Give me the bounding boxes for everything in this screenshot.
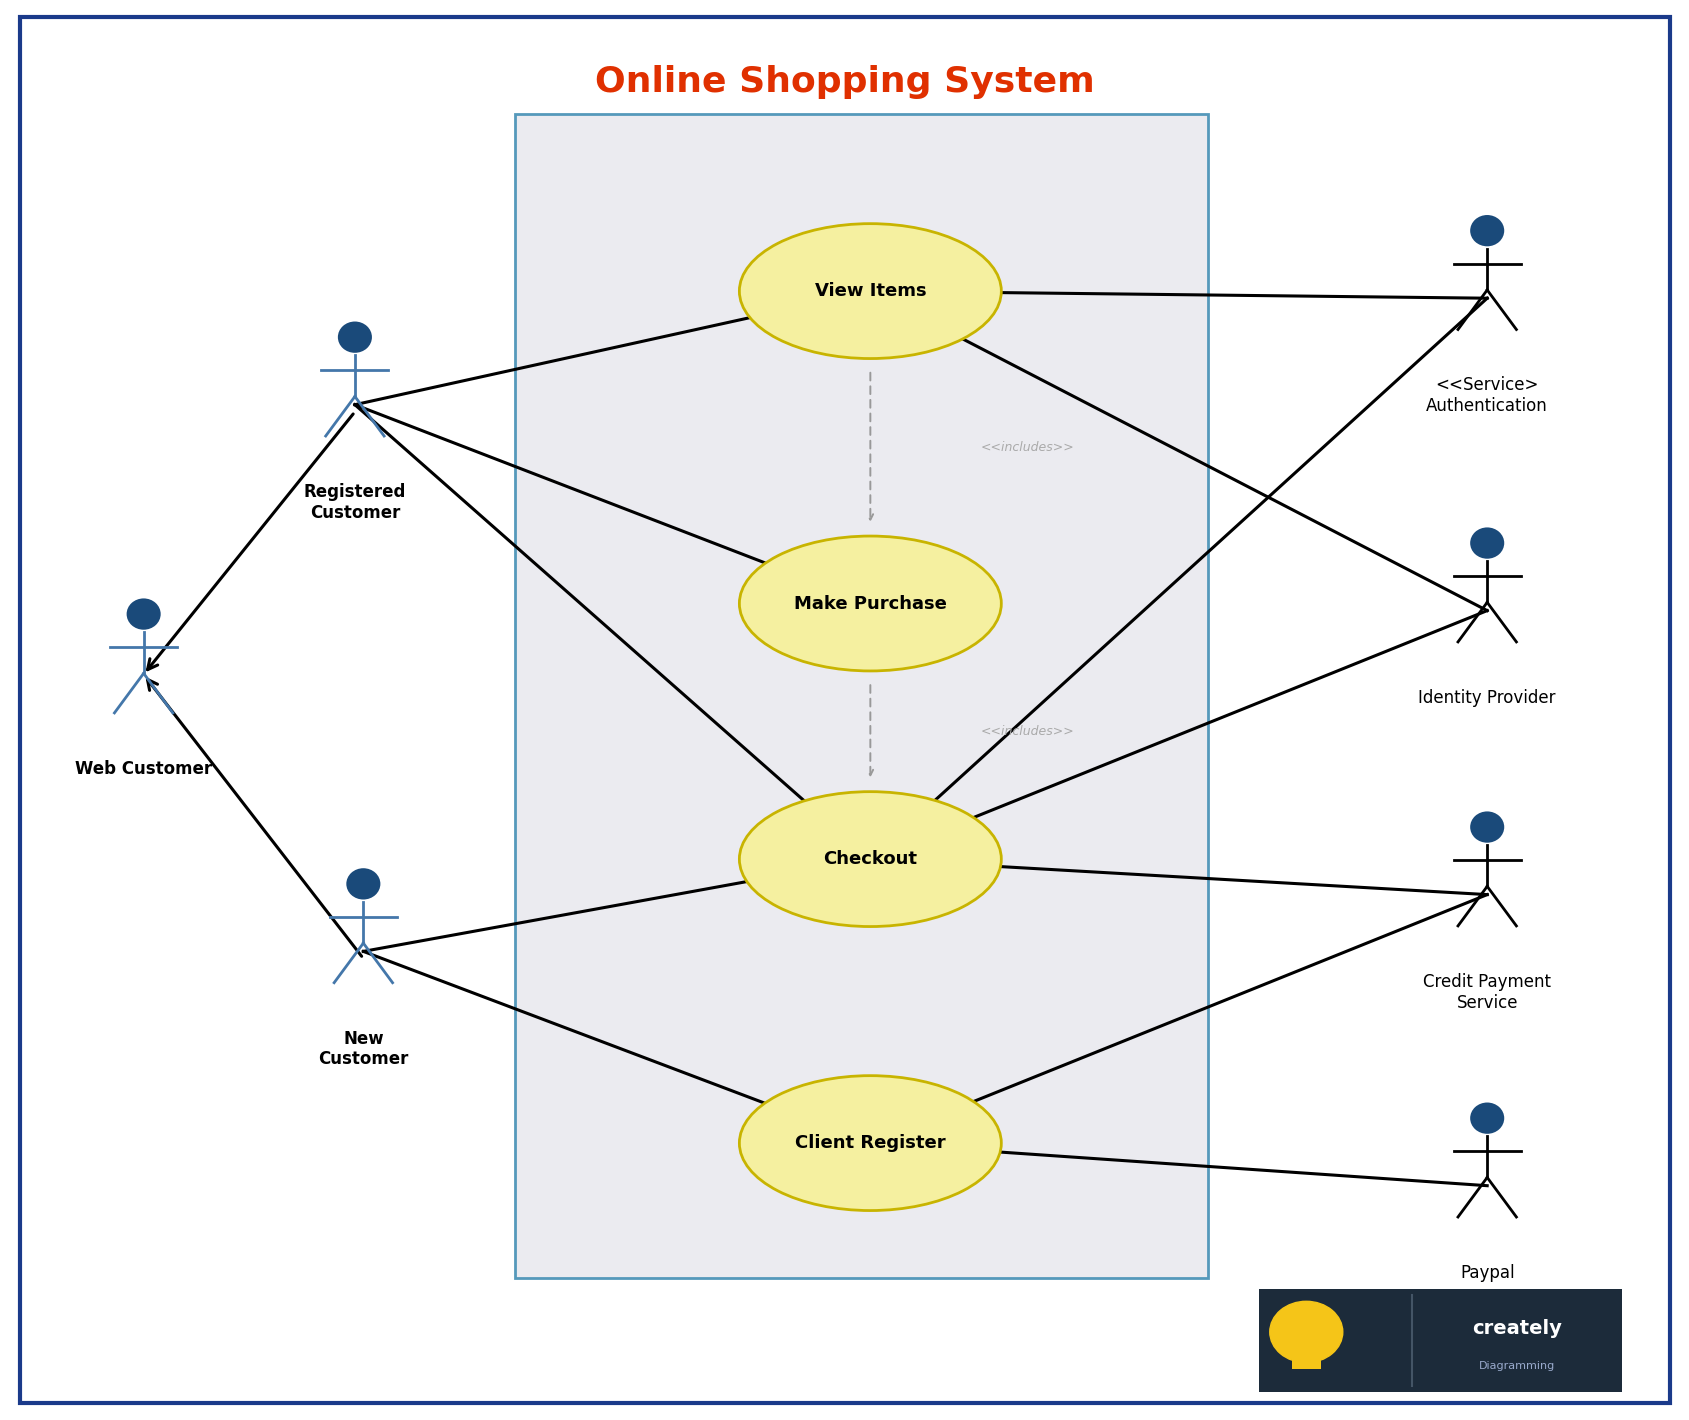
Text: Checkout: Checkout (823, 851, 917, 868)
Text: Identity Provider: Identity Provider (1417, 689, 1556, 707)
Bar (1258, 1289, 1621, 1392)
Ellipse shape (740, 791, 1000, 926)
Text: Registered
Customer: Registered Customer (304, 483, 405, 521)
Text: Paypal: Paypal (1459, 1264, 1513, 1282)
Ellipse shape (740, 223, 1000, 358)
Text: <<Service>
Authentication: <<Service> Authentication (1426, 376, 1547, 415)
Ellipse shape (127, 598, 160, 629)
Ellipse shape (338, 321, 372, 352)
Ellipse shape (740, 1076, 1000, 1210)
Text: Online Shopping System: Online Shopping System (595, 65, 1094, 99)
Ellipse shape (740, 537, 1000, 672)
Text: creately: creately (1471, 1319, 1561, 1338)
Text: Web Customer: Web Customer (74, 760, 213, 778)
Text: Client Register: Client Register (794, 1135, 946, 1152)
Text: Credit Payment
Service: Credit Payment Service (1422, 973, 1551, 1011)
Bar (1290, 1355, 1321, 1369)
Text: View Items: View Items (814, 283, 926, 300)
Text: New
Customer: New Customer (318, 1030, 409, 1068)
Ellipse shape (346, 868, 380, 899)
Text: <<includes>>: <<includes>> (980, 724, 1073, 738)
Ellipse shape (1469, 527, 1503, 558)
Text: Make Purchase: Make Purchase (794, 595, 946, 612)
Text: <<includes>>: <<includes>> (980, 440, 1073, 454)
Text: Diagramming: Diagramming (1478, 1360, 1554, 1372)
Ellipse shape (1469, 811, 1503, 842)
Ellipse shape (1469, 1102, 1503, 1133)
Bar (515, 114, 1208, 1278)
Circle shape (1268, 1301, 1343, 1363)
Ellipse shape (1469, 214, 1503, 246)
